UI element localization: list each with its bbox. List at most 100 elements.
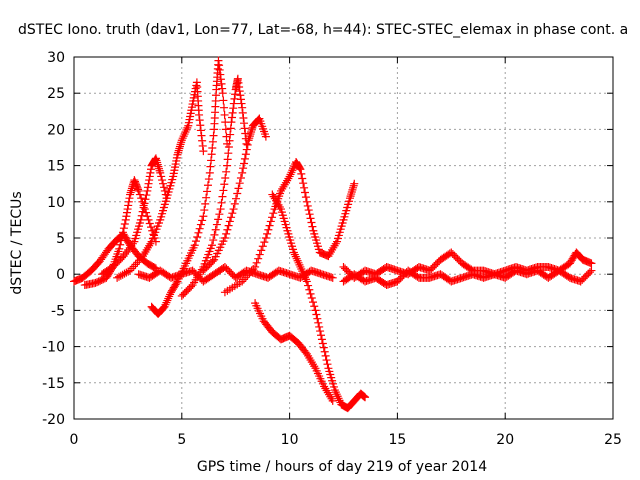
data-point xyxy=(269,209,278,218)
data-point xyxy=(242,145,251,154)
data-point xyxy=(159,179,168,188)
data-series xyxy=(339,266,596,290)
data-point xyxy=(311,306,320,315)
data-point xyxy=(220,110,229,119)
data-point xyxy=(198,141,207,150)
data-series xyxy=(113,78,208,282)
data-point xyxy=(306,289,315,298)
data-point xyxy=(305,210,314,219)
data-point xyxy=(304,281,313,290)
data-point xyxy=(160,186,169,195)
data-point xyxy=(216,70,225,79)
data-series xyxy=(98,154,171,279)
data-point xyxy=(241,150,250,159)
data-point xyxy=(585,268,594,277)
data-point xyxy=(197,131,206,140)
data-point xyxy=(304,206,313,215)
data-point xyxy=(240,159,249,168)
x-tick-label: 0 xyxy=(70,432,79,448)
data-point xyxy=(200,206,209,215)
data-point xyxy=(235,87,244,96)
data-point xyxy=(203,181,212,190)
data-point xyxy=(317,335,326,344)
data-point xyxy=(308,222,317,231)
data-point xyxy=(217,198,226,207)
data-point xyxy=(220,234,229,242)
data-point xyxy=(225,217,234,226)
data-point xyxy=(229,99,238,108)
data-point xyxy=(246,130,255,139)
y-tick-label: 25 xyxy=(47,86,65,102)
chart-title: dSTEC Iono. truth (dav1, Lon=77, Lat=-68… xyxy=(18,22,628,38)
data-point xyxy=(126,188,135,197)
data-point xyxy=(198,216,207,225)
data-point xyxy=(320,347,329,356)
data-point xyxy=(137,194,146,203)
data-point xyxy=(206,162,215,171)
data-point xyxy=(238,108,247,117)
y-tick-label: 15 xyxy=(47,159,65,175)
data-point xyxy=(143,183,152,192)
data-point xyxy=(312,310,321,319)
data-point xyxy=(219,103,228,112)
data-series xyxy=(134,262,337,286)
data-point xyxy=(346,192,355,201)
data-point xyxy=(222,229,231,238)
grid xyxy=(74,57,613,419)
data-point xyxy=(142,208,151,217)
data-point xyxy=(235,179,244,188)
data-point xyxy=(238,103,247,112)
x-tick-labels: 0 5 10 15 20 25 xyxy=(70,432,622,448)
data-point xyxy=(145,219,154,228)
data-point xyxy=(228,108,237,117)
data-point xyxy=(208,144,217,153)
data-point xyxy=(234,78,243,87)
data-point xyxy=(141,195,150,204)
data-point xyxy=(223,161,232,170)
data-point xyxy=(214,56,223,65)
data-point xyxy=(176,140,185,149)
data-point xyxy=(255,250,264,259)
data-point xyxy=(218,89,227,98)
data-point xyxy=(150,263,159,272)
data-point xyxy=(323,360,332,369)
data-point xyxy=(307,218,316,227)
data-point xyxy=(121,215,130,224)
data-point xyxy=(266,217,275,226)
data-point xyxy=(231,90,240,99)
data-point xyxy=(257,246,266,255)
data-point xyxy=(237,99,246,108)
y-axis-label: dSTEC / TECUs xyxy=(9,191,25,294)
x-tick-label: 20 xyxy=(496,432,514,448)
data-point xyxy=(224,142,233,151)
data-point xyxy=(216,75,225,84)
data-point xyxy=(347,187,356,196)
data-point xyxy=(122,212,131,221)
data-point xyxy=(314,318,323,327)
data-point xyxy=(226,130,235,139)
data-point xyxy=(307,293,316,302)
data-point xyxy=(210,230,219,239)
ticks xyxy=(73,56,614,420)
y-tick-label: 0 xyxy=(56,267,65,283)
data-point xyxy=(134,186,143,195)
data-point xyxy=(221,125,230,134)
data-point xyxy=(126,190,135,199)
data-point xyxy=(155,164,164,173)
data-point xyxy=(254,115,263,124)
data-point xyxy=(117,236,126,245)
data-point xyxy=(240,154,249,163)
data-series xyxy=(177,74,251,300)
data-point xyxy=(134,185,143,194)
data-point xyxy=(159,183,168,192)
data-point xyxy=(263,229,272,238)
data-point xyxy=(218,192,227,201)
data-point xyxy=(258,242,267,251)
data-point xyxy=(190,241,199,250)
data-point xyxy=(317,331,326,340)
data-point xyxy=(131,260,140,269)
data-point xyxy=(208,137,217,146)
data-point xyxy=(123,205,132,214)
data-point xyxy=(239,164,248,173)
data-point xyxy=(243,140,252,149)
